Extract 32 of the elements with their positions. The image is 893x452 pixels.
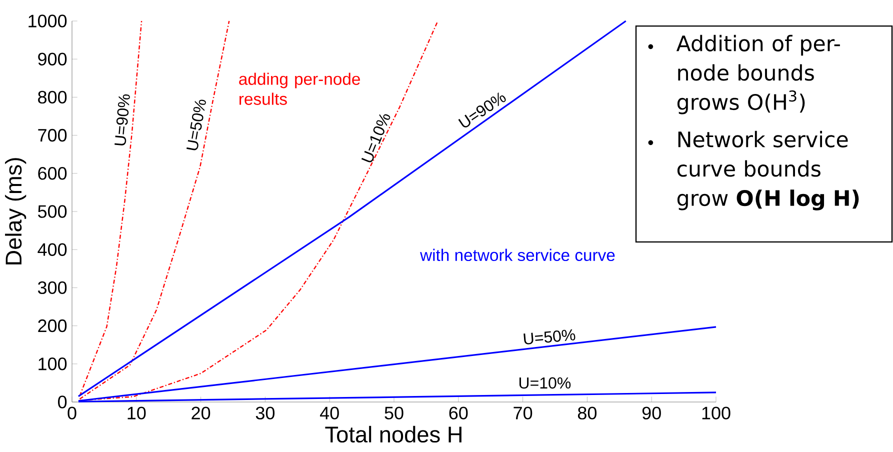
y-tick-label: 0	[58, 396, 67, 408]
y-tick-label: 100	[38, 358, 67, 370]
y-axis-title: Delay (ms)	[5, 158, 26, 264]
x-tick-label: 0	[68, 406, 76, 420]
y-tick-label: 300	[38, 281, 67, 294]
x-tick-label: 20	[192, 406, 210, 420]
annotation: with network service curve	[420, 248, 615, 262]
y-tick-label: 400	[38, 243, 67, 256]
series-label: U=10%	[519, 377, 571, 389]
annotation: Network service curve bounds grow O(H log H)	[677, 130, 859, 210]
x-tick-label: 100	[702, 406, 730, 420]
y-tick-label: 600	[38, 167, 67, 180]
x-axis-title: Total nodes H	[325, 426, 462, 443]
x-tick-label: 30	[256, 406, 275, 420]
x-tick-label: 80	[578, 406, 597, 420]
x-tick-label: 70	[514, 406, 532, 420]
x-tick-label: 10	[128, 406, 146, 420]
x-tick-label: 40	[320, 406, 339, 420]
y-tick-label: 500	[38, 205, 67, 218]
x-tick-label: 50	[384, 406, 404, 420]
y-tick-label: 900	[38, 52, 67, 66]
annotation: Addition of per-node bounds grows O(H$^{3}$)	[676, 34, 840, 114]
text: U=50%	[186, 100, 206, 150]
y-tick-label: 1000	[28, 14, 67, 28]
x-tick-label: 60	[449, 406, 468, 420]
y-tick-label: 800	[38, 90, 67, 104]
y-tick-label: 200	[38, 319, 67, 332]
text: U=90%	[114, 94, 130, 146]
x-tick-label: 90	[642, 406, 661, 420]
annotation: adding per-node results	[239, 72, 360, 105]
series-label: U=50%	[524, 329, 576, 344]
y-tick-label: 700	[38, 128, 67, 142]
